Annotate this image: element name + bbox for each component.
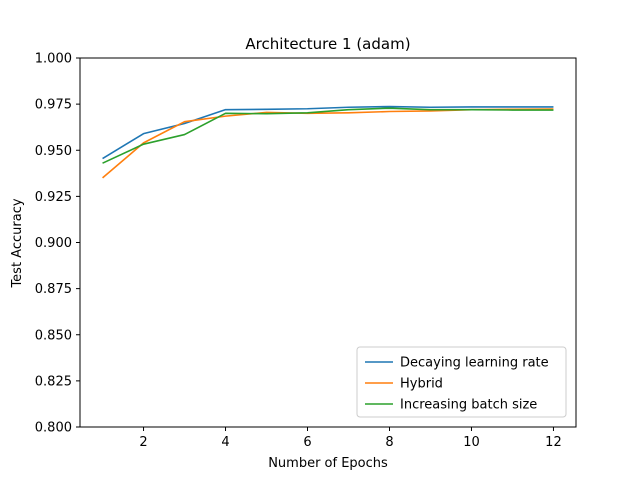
x-tick-label: 6 <box>303 435 311 450</box>
series-line-increasing-batch-size <box>102 107 554 164</box>
x-tick-label: 8 <box>385 435 393 450</box>
y-tick-label: 0.850 <box>35 328 72 343</box>
x-axis-label: Number of Epochs <box>268 456 388 471</box>
y-tick-label: 0.925 <box>35 190 72 205</box>
legend-box <box>356 346 567 418</box>
x-tick-label: 12 <box>545 435 562 450</box>
x-tick-label: 4 <box>221 435 229 450</box>
y-tick-label: 1.000 <box>35 52 72 67</box>
y-tick-label: 0.900 <box>35 236 72 251</box>
y-tick-label: 0.800 <box>35 421 72 436</box>
legend: Decaying learning rate Hybrid Increasing b… <box>356 346 567 418</box>
y-tick-label: 0.875 <box>35 282 72 297</box>
legend-label: Hybrid <box>400 377 443 392</box>
y-axis: 0.800 0.825 0.850 0.875 0.900 0.925 0.950 0.975… <box>35 52 80 436</box>
chart-title: Architecture 1 (adam) <box>245 35 410 53</box>
y-tick-label: 0.950 <box>35 144 72 159</box>
y-axis-label: Test Accuracy <box>10 198 25 288</box>
legend-label: Decaying learning rate <box>400 356 549 371</box>
x-axis: 2 4 6 8 10 12 <box>139 427 562 450</box>
y-tick-label: 0.825 <box>35 374 72 389</box>
series-lines <box>102 105 554 179</box>
x-tick-label: 10 <box>463 435 480 450</box>
x-tick-label: 2 <box>139 435 147 450</box>
legend-label: Increasing batch size <box>400 398 537 413</box>
y-tick-label: 0.975 <box>35 98 72 113</box>
